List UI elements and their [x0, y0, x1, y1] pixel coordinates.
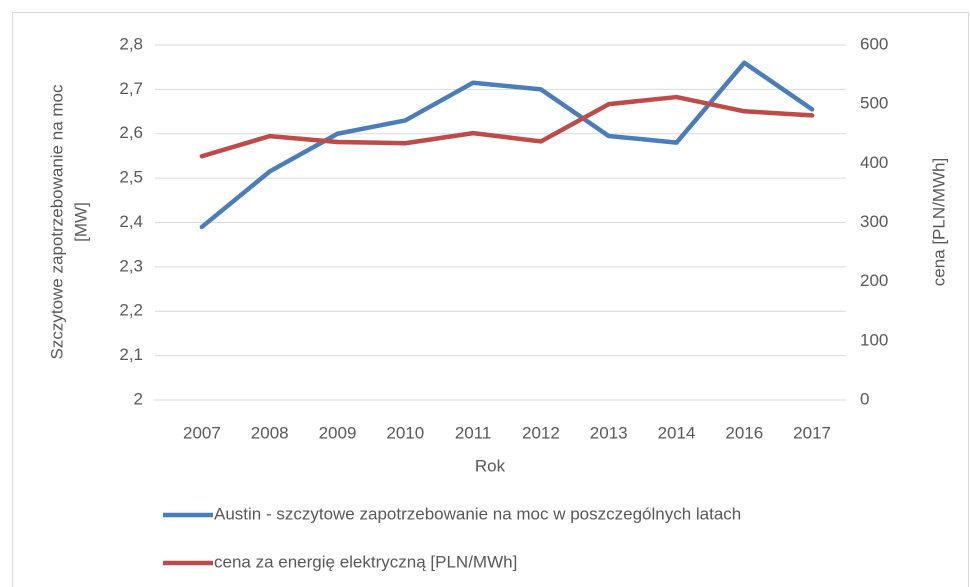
y2-tick-label: 100	[860, 330, 888, 349]
y-tick-label: 2,2	[119, 301, 143, 320]
x-tick-label: 2009	[319, 423, 357, 442]
y-tick-label: 2,4	[119, 212, 143, 231]
y-axis-title: [MW]	[71, 202, 90, 242]
y-tick-label: 2,6	[119, 123, 143, 142]
y2-axis-title: cena [PLN/MWh]	[929, 158, 948, 287]
x-tick-label: 2008	[251, 423, 289, 442]
y2-tick-label: 200	[860, 271, 888, 290]
y-tick-label: 2,8	[119, 34, 143, 53]
data-line	[199, 94, 815, 159]
y2-tick-label: 500	[860, 94, 888, 113]
x-tick-label: 2010	[386, 423, 424, 442]
y2-tick-label: 0	[860, 389, 869, 408]
y-tick-label: 2,1	[119, 345, 143, 364]
x-tick-label: 2011	[455, 423, 492, 442]
y2-tick-label: 300	[860, 212, 888, 231]
legend-label: Austin - szczytowe zapotrzebowanie na mo…	[214, 504, 741, 523]
y-tick-label: 2	[134, 389, 143, 408]
x-tick-label: 2013	[590, 423, 628, 442]
x-axis-title: Rok	[475, 456, 506, 475]
y-axis-title: Szczytowe zapotrzebowanie na moc	[47, 84, 66, 359]
x-tick-label: 2016	[725, 423, 763, 442]
y2-tick-label: 400	[860, 153, 888, 172]
x-tick-label: 2012	[522, 423, 560, 442]
chart-frame	[12, 12, 969, 587]
y2-tick-label: 600	[860, 34, 888, 53]
x-tick-label: 2017	[793, 423, 831, 442]
legend-label: cena za energię elektryczną [PLN/MWh]	[214, 552, 517, 571]
y-tick-label: 2,3	[119, 256, 143, 275]
x-tick-label: 2014	[658, 423, 696, 442]
x-tick-label: 2007	[183, 423, 221, 442]
y-tick-label: 2,7	[119, 79, 143, 98]
y-tick-label: 2,5	[119, 168, 143, 187]
